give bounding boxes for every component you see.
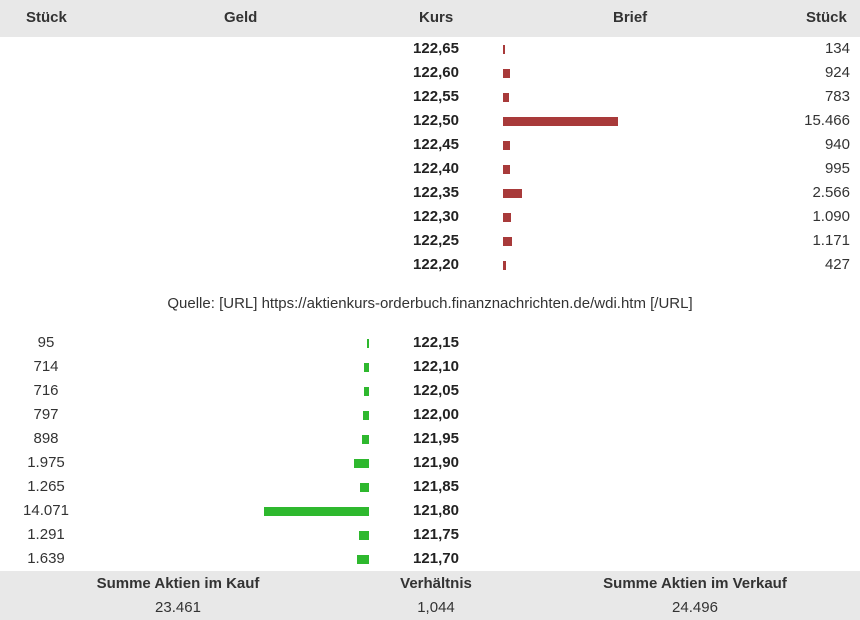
ask-row: 122,40 995 — [0, 157, 860, 181]
header-brief: Brief — [613, 9, 648, 26]
ask-volume-bar — [503, 213, 511, 222]
ask-quantity: 924 — [824, 64, 850, 81]
bid-row: 1.975 121,90 — [0, 451, 860, 475]
ask-volume-bar — [503, 237, 512, 246]
bid-row: 1.265 121,85 — [0, 475, 860, 499]
ask-quantity: 1.090 — [812, 208, 850, 225]
ask-volume-bar — [503, 117, 618, 126]
ask-price: 122,35 — [413, 184, 459, 201]
bid-price: 122,00 — [413, 406, 459, 423]
ask-price: 122,20 — [413, 256, 459, 273]
ask-row: 122,55 783 — [0, 85, 860, 109]
header-stueck-bid: Stück — [26, 9, 67, 26]
ratio-label: Verhältnis — [400, 575, 472, 592]
bid-price: 121,90 — [413, 454, 459, 471]
ask-volume-bar — [503, 141, 510, 150]
bid-volume-bar — [363, 411, 369, 420]
ask-quantity: 15.466 — [804, 112, 850, 129]
ask-quantity: 940 — [824, 136, 850, 153]
ask-price: 122,25 — [413, 232, 459, 249]
ask-quantity: 427 — [824, 256, 850, 273]
ask-row: 122,25 1.171 — [0, 229, 860, 253]
header-kurs: Kurs — [419, 9, 454, 26]
header-stueck-ask: Stück — [806, 9, 847, 26]
ask-row: 122,50 15.466 — [0, 109, 860, 133]
bid-row: 716 122,05 — [0, 379, 860, 403]
ask-price: 122,50 — [413, 112, 459, 129]
bid-row: 714 122,10 — [0, 355, 860, 379]
ask-row: 122,45 940 — [0, 133, 860, 157]
ask-quantity: 2.566 — [812, 184, 850, 201]
bid-quantity: 714 — [33, 358, 59, 375]
bid-price: 122,15 — [413, 334, 459, 351]
ask-row: 122,60 924 — [0, 61, 860, 85]
ask-volume-bar — [503, 69, 510, 78]
orderbook-summary: Summe Aktien im Kauf 23.461 Verhältnis 1… — [0, 571, 860, 620]
bid-volume-bar — [364, 387, 369, 396]
bid-row: 1.291 121,75 — [0, 523, 860, 547]
ask-volume-bar — [503, 261, 506, 270]
bid-volume-bar — [364, 363, 369, 372]
header-geld: Geld — [224, 9, 258, 26]
bid-price: 121,85 — [413, 478, 459, 495]
bid-row: 1.639 121,70 — [0, 547, 860, 571]
ask-volume-bar — [503, 93, 509, 102]
bid-quantity: 14.071 — [23, 502, 69, 519]
bid-quantity: 1.291 — [27, 526, 65, 543]
bid-row: 95 122,15 — [0, 331, 860, 355]
bid-quantity: 716 — [33, 382, 59, 399]
ask-volume-bar — [503, 165, 510, 174]
ask-price: 122,30 — [413, 208, 459, 225]
bid-volume-bar — [357, 555, 369, 564]
ask-price: 122,65 — [413, 40, 459, 57]
ask-volume-bar — [503, 189, 522, 198]
bid-price: 121,95 — [413, 430, 459, 447]
bid-volume-bar — [367, 339, 369, 348]
bid-price: 122,10 — [413, 358, 459, 375]
bid-volume-bar — [354, 459, 369, 468]
ask-price: 122,45 — [413, 136, 459, 153]
ask-quantity: 134 — [824, 40, 850, 57]
bid-quantity: 1.639 — [27, 550, 65, 567]
ask-price: 122,60 — [413, 64, 459, 81]
ask-row: 122,30 1.090 — [0, 205, 860, 229]
ask-quantity: 1.171 — [812, 232, 850, 249]
bid-quantity: 95 — [37, 334, 55, 351]
bid-price: 121,80 — [413, 502, 459, 519]
bid-row: 14.071 121,80 — [0, 499, 860, 523]
ask-volume-bar — [503, 45, 505, 54]
bid-price: 121,75 — [413, 526, 459, 543]
verkauf-sum-value: 24.496 — [672, 599, 718, 616]
bid-volume-bar — [359, 531, 369, 540]
bid-quantity: 898 — [33, 430, 59, 447]
bid-volume-bar — [264, 507, 369, 516]
bid-row: 898 121,95 — [0, 427, 860, 451]
bid-price: 121,70 — [413, 550, 459, 567]
source-note: Quelle: [URL] https://aktienkurs-orderbu… — [167, 295, 693, 312]
kauf-sum-label: Summe Aktien im Kauf — [96, 575, 260, 592]
verkauf-sum-label: Summe Aktien im Verkauf — [603, 575, 787, 592]
ask-row: 122,65 134 — [0, 37, 860, 61]
ask-quantity: 783 — [824, 88, 850, 105]
ask-price: 122,55 — [413, 88, 459, 105]
ratio-value: 1,044 — [417, 599, 455, 616]
kauf-sum-value: 23.461 — [155, 599, 201, 616]
bid-quantity: 1.975 — [27, 454, 65, 471]
bid-row: 797 122,00 — [0, 403, 860, 427]
bid-quantity: 797 — [33, 406, 59, 423]
ask-quantity: 995 — [824, 160, 850, 177]
bid-price: 122,05 — [413, 382, 459, 399]
ask-row: 122,35 2.566 — [0, 181, 860, 205]
orderbook-header: Stück Geld Kurs Brief Stück — [0, 0, 860, 37]
ask-row: 122,20 427 — [0, 253, 860, 277]
bid-volume-bar — [362, 435, 369, 444]
bid-volume-bar — [360, 483, 369, 492]
ask-price: 122,40 — [413, 160, 459, 177]
bid-quantity: 1.265 — [27, 478, 65, 495]
